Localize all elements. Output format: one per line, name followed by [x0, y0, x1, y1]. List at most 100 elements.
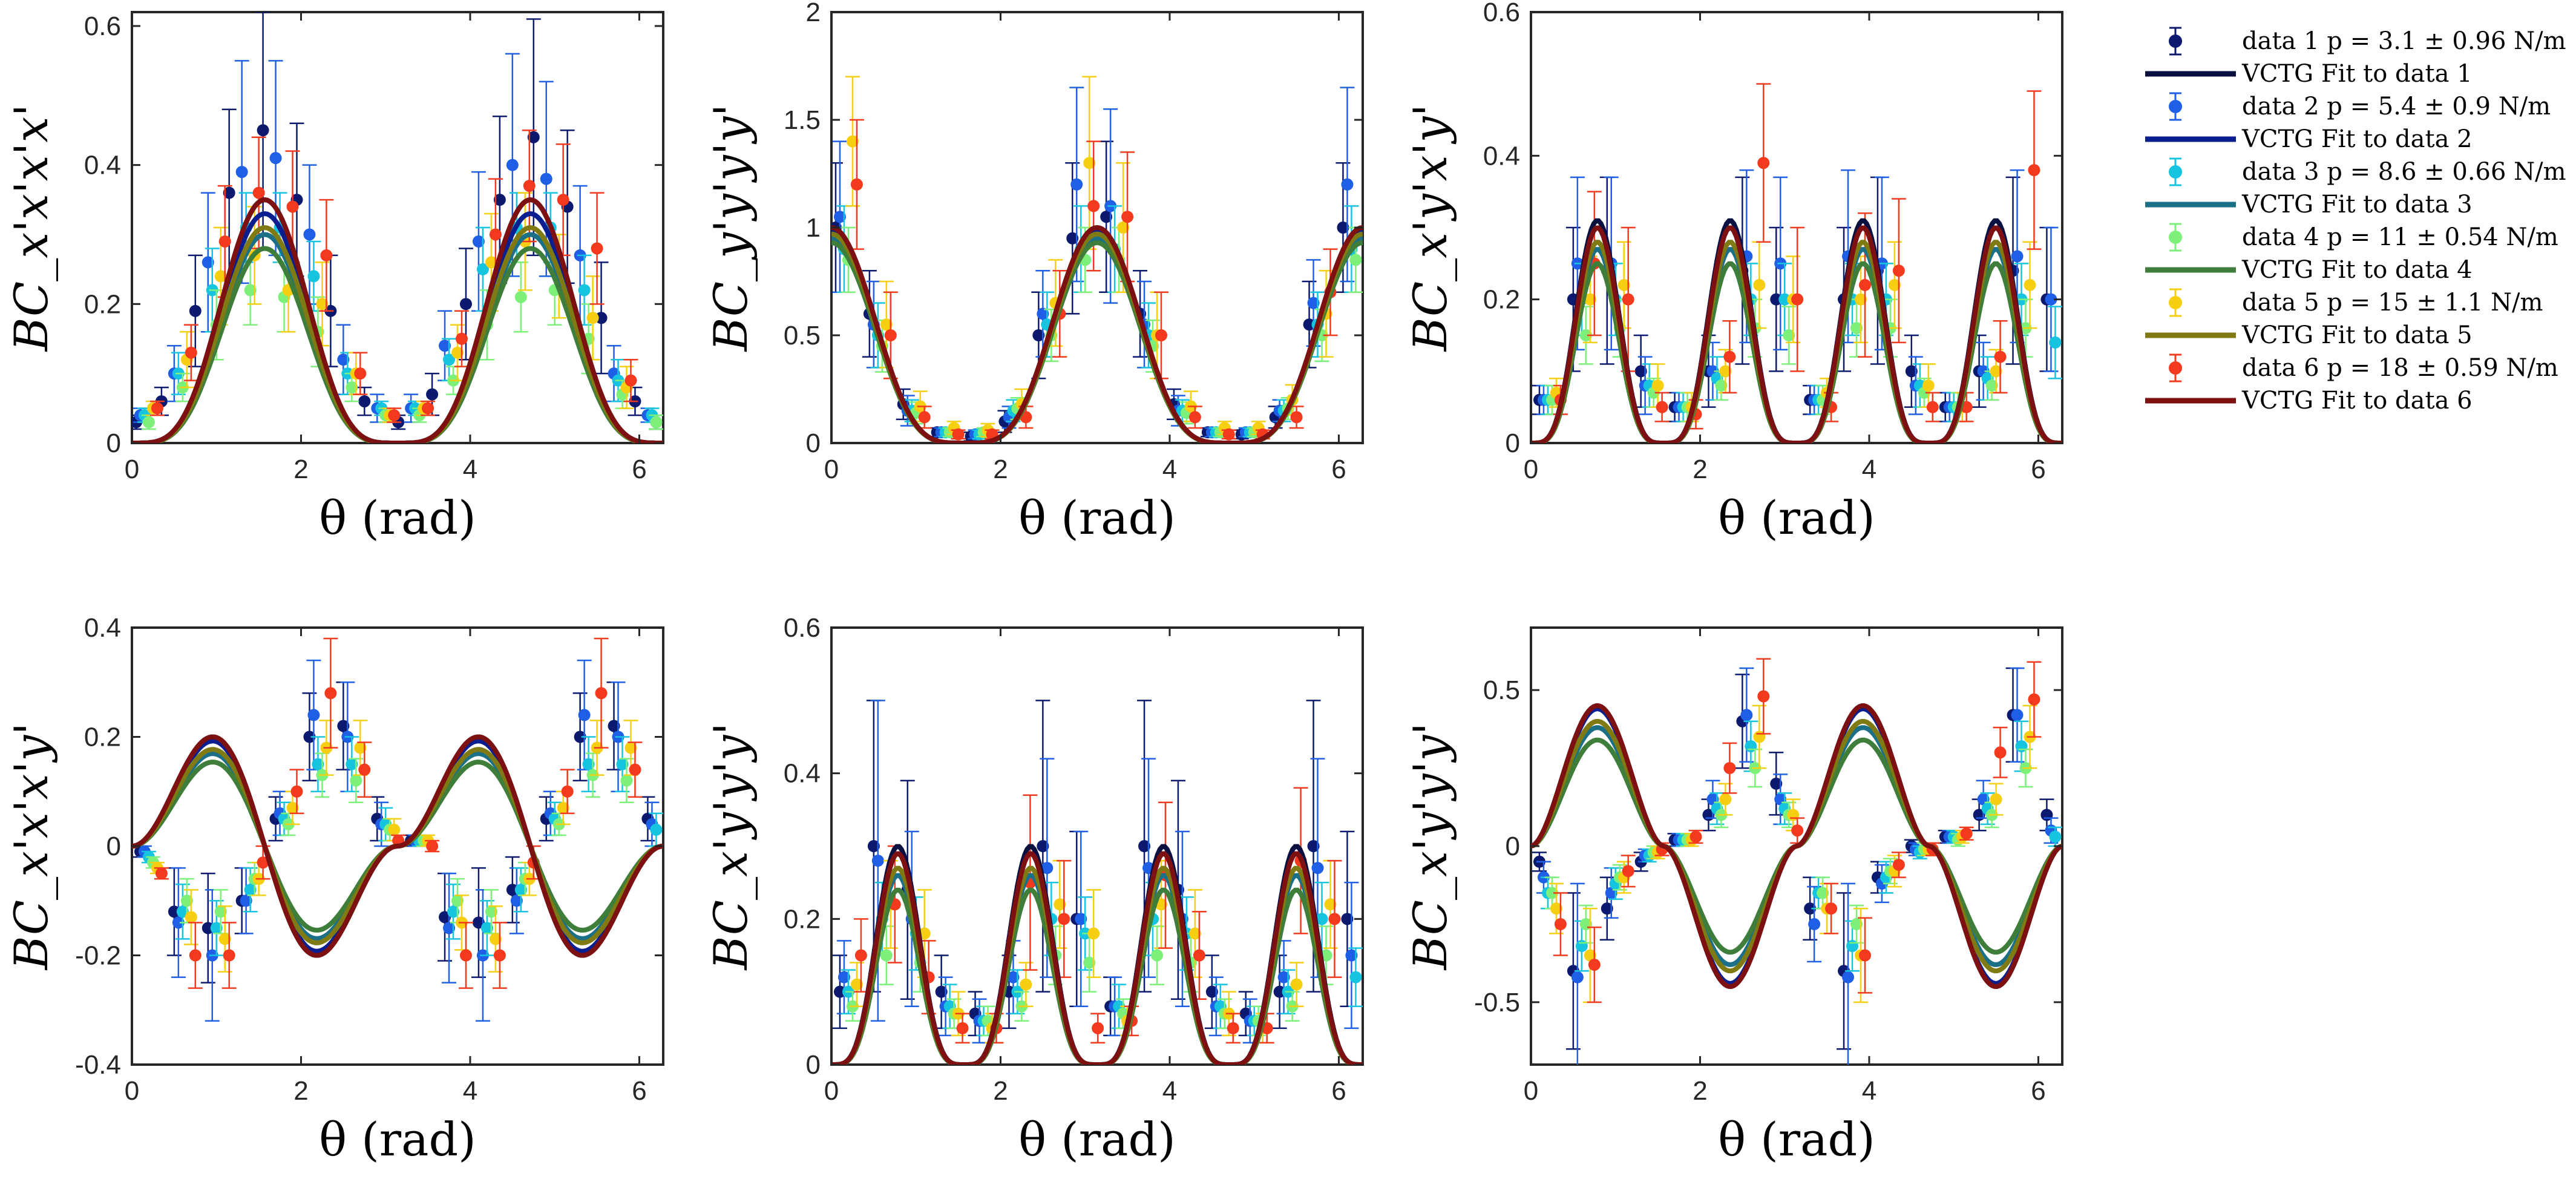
data-point — [210, 922, 223, 934]
legend-entry: VCTG Fit to data 4 — [2145, 256, 2473, 284]
y-axis-label: BC_y'y'y'y' — [704, 104, 758, 353]
panel-xxxy: 0 2 4 6 -0.4 -0.2 0 0.2 0.4 θ (rad) BC_x'x'x'y' — [4, 613, 664, 1166]
y-tick-label: 0.4 — [1483, 141, 1520, 171]
data-point — [337, 353, 350, 366]
y-tick-label: 0.2 — [784, 904, 821, 934]
data-point — [1858, 949, 1871, 962]
y-tick-label: 0 — [806, 429, 821, 458]
legend-marker — [2169, 34, 2182, 48]
legend-entry: data 3 p = 8.6 ± 0.66 N/m — [2169, 157, 2566, 186]
legend-label: data 5 p = 15 ± 1.1 N/m — [2242, 289, 2543, 317]
data-point — [320, 249, 333, 261]
legend-label: VCTG Fit to data 1 — [2241, 60, 2473, 88]
data-point — [1087, 927, 1100, 940]
legend-label: VCTG Fit to data 2 — [2241, 125, 2473, 153]
y-axis-label: BC_x'x'x'x' — [4, 104, 58, 352]
data-point — [1151, 949, 1164, 962]
data-point — [884, 329, 897, 341]
legend-label: VCTG Fit to data 6 — [2241, 387, 2473, 415]
data-point — [172, 916, 185, 929]
data-point — [952, 428, 965, 441]
legend-marker — [2169, 165, 2182, 179]
y-axis-label: BC_x'y'x'y' — [1403, 104, 1457, 353]
data-point — [1307, 297, 1320, 309]
y-tick-label: 0.4 — [84, 151, 121, 180]
data-point — [880, 949, 893, 962]
data-point — [1075, 913, 1087, 925]
legend-entry: VCTG Fit to data 2 — [2145, 125, 2473, 153]
data-point — [557, 801, 569, 814]
data-point — [1571, 971, 1584, 984]
y-tick-label: -0.5 — [1474, 988, 1520, 1017]
x-axis-label: θ (rad) — [1718, 1112, 1875, 1166]
data-point — [1579, 329, 1592, 341]
data-point — [451, 895, 464, 907]
x-axis-label: θ (rad) — [1018, 1112, 1176, 1166]
data-point — [2024, 278, 2036, 291]
data-point — [1791, 293, 1804, 306]
y-tick-label: 0.6 — [784, 613, 821, 643]
data-point — [557, 194, 569, 206]
data-point — [1037, 307, 1049, 320]
y-tick-label: 0.6 — [1483, 0, 1520, 27]
data-point — [1858, 278, 1871, 291]
x-tick-label: 2 — [993, 455, 1008, 484]
data-point — [303, 731, 316, 743]
data-point — [480, 922, 493, 934]
data-point — [1892, 264, 1905, 277]
data-point — [168, 905, 180, 918]
data-point — [1808, 918, 1821, 930]
plot-area — [831, 76, 1363, 443]
legend-label: VCTG Fit to data 5 — [2241, 321, 2473, 349]
x-tick-label: 4 — [1862, 455, 1876, 484]
x-tick-label: 6 — [632, 455, 646, 484]
data-point — [1020, 978, 1032, 991]
data-point — [185, 911, 197, 924]
data-point — [1345, 949, 1358, 962]
data-point — [286, 801, 299, 814]
data-point — [2011, 250, 2024, 263]
data-point — [451, 346, 464, 359]
data-point — [316, 298, 329, 310]
data-point — [269, 152, 282, 165]
x-tick-label: 4 — [463, 455, 477, 484]
data-point — [1850, 322, 1863, 335]
data-point — [426, 388, 439, 401]
data-point — [1222, 428, 1235, 441]
data-point — [472, 235, 485, 248]
data-point — [493, 949, 506, 962]
legend-entry: VCTG Fit to data 1 — [2145, 60, 2473, 88]
data-point — [1341, 913, 1354, 925]
data-point — [240, 895, 252, 907]
data-point — [459, 949, 472, 962]
data-point — [244, 884, 257, 896]
data-point — [624, 374, 637, 387]
legend-entry: data 1 p = 3.1 ± 0.96 N/m — [2169, 27, 2566, 56]
legend-entry: data 4 p = 11 ± 0.54 N/m — [2169, 223, 2558, 252]
data-point — [214, 905, 227, 918]
data-point — [1277, 971, 1290, 984]
data-point — [290, 785, 303, 798]
y-tick-label: 0.2 — [84, 289, 121, 319]
fit-line-6 — [132, 197, 663, 443]
legend: data 1 p = 3.1 ± 0.96 N/m VCTG Fit to dat… — [2145, 27, 2566, 415]
data-point — [514, 884, 527, 896]
data-point — [218, 933, 231, 945]
data-point — [422, 402, 434, 415]
data-point — [346, 758, 358, 770]
data-point — [561, 785, 574, 798]
data-point — [1584, 949, 1596, 962]
data-point — [578, 709, 591, 721]
data-point — [1740, 709, 1753, 721]
data-point — [303, 228, 316, 241]
x-tick-label: 6 — [1331, 1076, 1346, 1106]
legend-marker — [2169, 231, 2182, 244]
data-point — [1723, 762, 1736, 775]
data-point — [1854, 293, 1867, 306]
data-point — [2049, 830, 2062, 843]
data-point — [1617, 278, 1630, 291]
y-tick-label: 0.4 — [84, 613, 121, 643]
x-tick-label: 6 — [2031, 1076, 2045, 1106]
data-point — [346, 381, 358, 394]
